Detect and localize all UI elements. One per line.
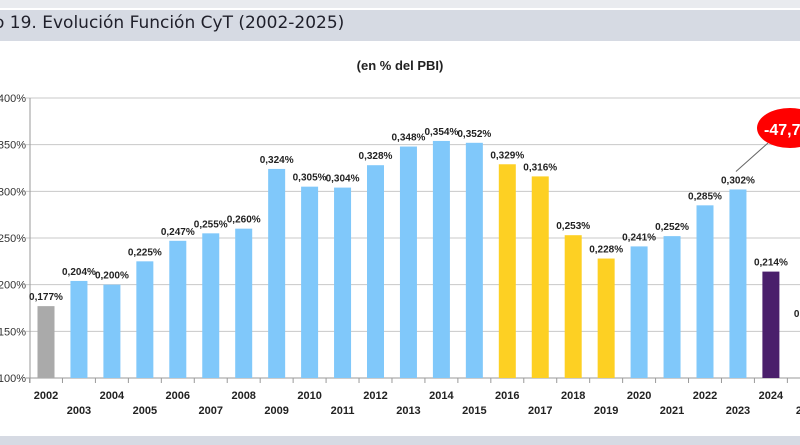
data-label-2003: 0,204% — [62, 267, 96, 278]
data-label-2005: 0,225% — [128, 247, 162, 258]
y-tick-label: 0,100% — [0, 373, 26, 385]
bar-2010 — [301, 186, 319, 378]
top-strip — [0, 0, 800, 8]
bar-2017 — [531, 176, 549, 378]
x-tick-label-2015: 2015 — [462, 405, 486, 417]
x-tick-label-2010: 2010 — [297, 390, 321, 402]
data-label-2014: 0,354% — [424, 127, 458, 138]
data-label-2010: 0,305% — [293, 173, 327, 184]
data-label-2015: 0,352% — [457, 129, 491, 140]
data-label-2024: 0,214% — [754, 258, 788, 269]
callout-bubble — [757, 108, 800, 148]
bar-2007 — [202, 233, 220, 378]
bar-2009 — [268, 168, 286, 378]
x-tick-label-2012: 2012 — [363, 390, 387, 402]
chart-subtitle: (en % del PBI) — [357, 58, 444, 73]
x-tick-label-2014: 2014 — [429, 390, 454, 402]
bar-2023 — [729, 189, 747, 378]
y-tick-label: 0,300% — [0, 186, 26, 198]
data-label-2009: 0,324% — [260, 155, 294, 166]
bar-2011 — [334, 187, 352, 378]
data-label-2016: 0,329% — [490, 150, 524, 161]
bar-2021 — [663, 236, 681, 378]
bar-2002 — [37, 306, 55, 378]
x-tick-label-2011: 2011 — [331, 405, 355, 417]
x-tick-label-cut-off: 2 — [796, 405, 800, 417]
x-tick-label-2007: 2007 — [199, 405, 223, 417]
data-label-2011: 0,304% — [326, 174, 360, 185]
bar-2014 — [432, 140, 450, 378]
x-tick-label-2003: 2003 — [67, 405, 91, 417]
bar-2020 — [630, 246, 648, 378]
bottom-band — [0, 436, 800, 445]
bar-2012 — [367, 165, 384, 378]
bar-2005 — [136, 261, 154, 378]
chart-title: o 19. Evolución Función CyT (2002-2025) — [0, 13, 345, 33]
bar-2008 — [235, 228, 253, 378]
data-label-2004: 0,200% — [95, 271, 129, 282]
data-label-2022: 0,285% — [688, 191, 722, 202]
bar-2004 — [103, 284, 121, 378]
bar-2019 — [597, 258, 615, 378]
title-band — [0, 10, 800, 41]
y-tick-label: 0,250% — [0, 233, 26, 245]
bar-2006 — [169, 240, 187, 378]
data-label-2020: 0,241% — [622, 232, 656, 243]
bar-2015 — [465, 142, 483, 378]
callout-text: -47,7 — [764, 122, 800, 139]
bar-2018 — [564, 235, 582, 378]
x-tick-label-2020: 2020 — [627, 390, 651, 402]
data-label-2017: 0,316% — [523, 162, 557, 173]
x-tick-label-2023: 2023 — [726, 405, 750, 417]
data-label-2006: 0,247% — [161, 227, 195, 238]
data-label-2013: 0,348% — [391, 133, 425, 144]
x-tick-label-2002: 2002 — [34, 390, 58, 402]
data-label-2021: 0,252% — [655, 222, 689, 233]
x-tick-label-2009: 2009 — [264, 405, 288, 417]
x-tick-label-2006: 2006 — [166, 390, 190, 402]
x-tick-label-2022: 2022 — [693, 390, 717, 402]
bar-2016 — [498, 164, 516, 378]
data-label-2019: 0,228% — [589, 245, 623, 256]
y-tick-label: 0,150% — [0, 326, 26, 338]
x-tick-label-2021: 2021 — [660, 405, 684, 417]
data-label-2012: 0,328% — [359, 151, 393, 162]
x-tick-label-2008: 2008 — [231, 390, 255, 402]
y-tick-label: 0,350% — [0, 140, 26, 152]
x-tick-label-2013: 2013 — [396, 405, 420, 417]
data-label-2008: 0,260% — [227, 215, 261, 226]
x-tick-label-2005: 2005 — [133, 405, 157, 417]
x-tick-label-2019: 2019 — [594, 405, 618, 417]
y-tick-label: 0,400% — [0, 93, 26, 105]
x-tick-label-2016: 2016 — [495, 390, 519, 402]
data-label-cut-off: 0, — [794, 309, 800, 320]
callout-leader-line — [735, 142, 769, 172]
bar-2024 — [762, 271, 780, 378]
x-tick-label-2004: 2004 — [100, 390, 125, 402]
x-tick-label-2017: 2017 — [528, 405, 552, 417]
data-label-2023: 0,302% — [721, 175, 755, 186]
data-label-2018: 0,253% — [556, 221, 590, 232]
bar-2013 — [399, 146, 417, 378]
data-label-2007: 0,255% — [194, 219, 228, 230]
y-tick-label: 0,200% — [0, 280, 26, 292]
x-tick-label-2018: 2018 — [561, 390, 585, 402]
bar-2003 — [70, 280, 88, 378]
data-label-2002: 0,177% — [29, 292, 63, 303]
bar-2022 — [696, 205, 714, 378]
x-tick-label-2024: 2024 — [759, 390, 784, 402]
